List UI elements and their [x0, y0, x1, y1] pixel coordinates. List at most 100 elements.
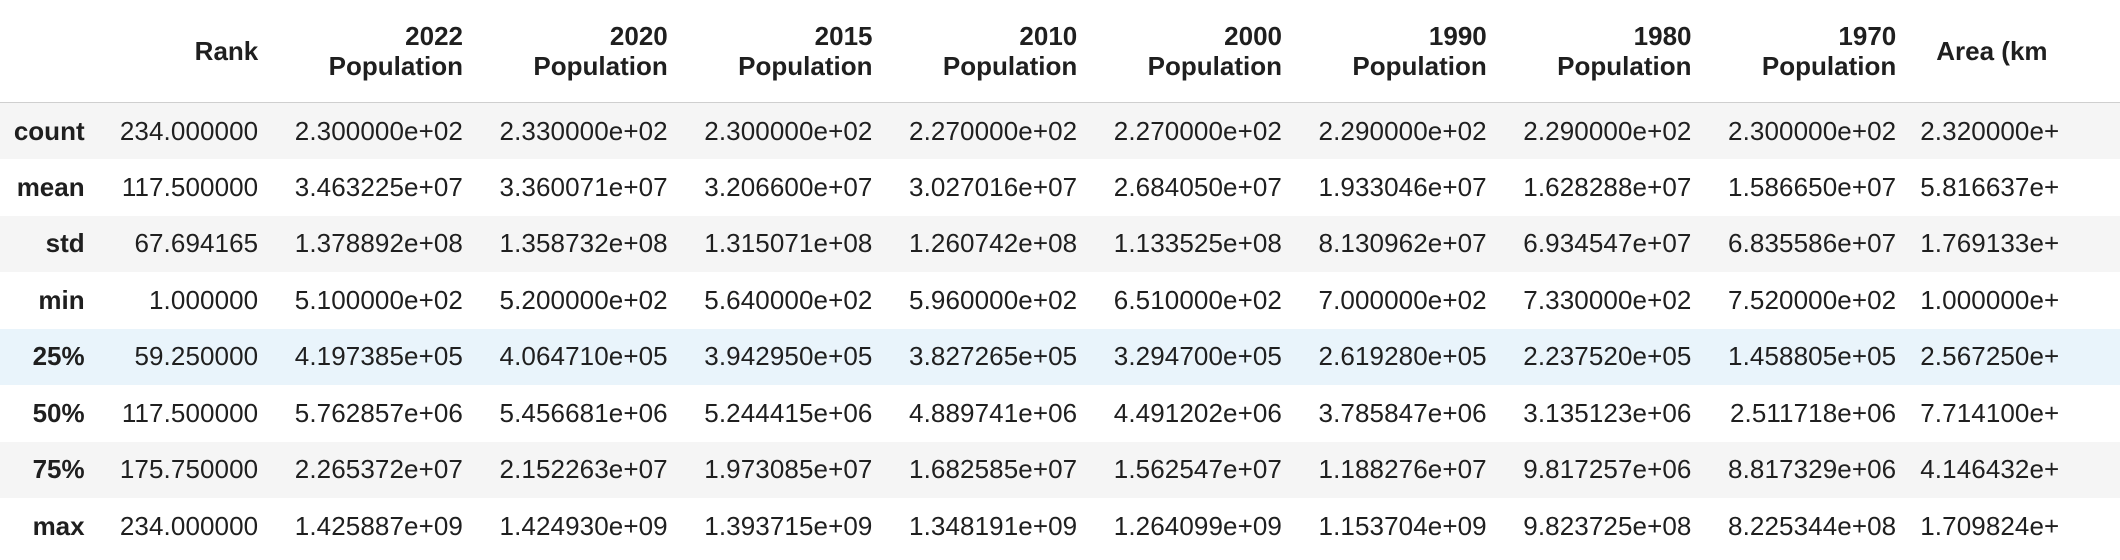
column-header-2010-population: 2010 Population: [884, 0, 1090, 103]
table-cell: 234.000000: [119, 510, 259, 541]
table-row: std 67.694165 1.378892e+08 1.358732e+08 1.31…: [0, 215, 2120, 272]
header-line: Population: [1557, 51, 1692, 81]
table-cell: 3.206600e+07: [704, 171, 873, 202]
table-row: 75% 175.750000 2.265372e+07 2.152263e+07 1.9…: [0, 441, 2120, 498]
column-header-2022-population: 2022 Population: [270, 0, 475, 103]
table-cell: 4.064710e+05: [499, 341, 668, 372]
table-row: max 234.000000 1.425887e+09 1.424930e+09 1.3…: [0, 498, 2120, 555]
table-cell: 2.567250e+: [1920, 341, 2060, 372]
table-cell: 4.146432e+: [1920, 454, 2060, 485]
table-cell: 5.960000e+02: [909, 284, 1078, 315]
table-cell: 1.628288e+07: [1523, 171, 1692, 202]
table-cell: 2.330000e+02: [499, 115, 668, 146]
row-label: 25%: [32, 341, 85, 372]
column-header-1980-population: 1980 Population: [1498, 0, 1704, 103]
table-cell: 2.511718e+06: [1729, 397, 1897, 428]
column-header-2020-population: 2020 Population: [475, 0, 680, 103]
row-label: std: [45, 228, 85, 259]
table-cell: 2.320000e+: [1920, 115, 2060, 146]
table-cell: 2.290000e+02: [1523, 115, 1692, 146]
table-cell: 7.000000e+02: [1318, 284, 1487, 315]
table-cell: 8.225344e+08: [1728, 510, 1897, 541]
header-line: 2015: [814, 21, 873, 51]
table-cell: 2.684050e+07: [1113, 171, 1282, 202]
table-cell: 4.197385e+05: [294, 341, 463, 372]
table-row: 50% 117.500000 5.762857e+06 5.456681e+06 5.2…: [0, 385, 2120, 442]
header-line: 1970: [1838, 21, 1897, 51]
table-cell: 2.290000e+02: [1318, 115, 1487, 146]
table-row: 25% 59.250000 4.197385e+05 4.064710e+05 3.94…: [0, 328, 2120, 385]
header-line: 2022: [405, 21, 463, 51]
table-cell: 6.934547e+07: [1523, 228, 1692, 259]
table-cell: 117.500000: [121, 171, 259, 202]
index-header: [0, 0, 95, 103]
table-cell: 1.264099e+09: [1113, 510, 1282, 541]
table-cell: 2.300000e+02: [704, 115, 873, 146]
table-cell: 2.270000e+02: [1113, 115, 1282, 146]
header-line: 2020: [609, 21, 668, 51]
table-cell: 3.360071e+07: [499, 171, 668, 202]
table-cell: 4.889741e+06: [909, 397, 1078, 428]
table-cell: 6.835586e+07: [1728, 228, 1897, 259]
table-cell: 5.762857e+06: [294, 397, 463, 428]
table-cell: 5.244415e+06: [704, 397, 873, 428]
table-cell: 5.456681e+06: [499, 397, 668, 428]
header-line: Population: [942, 51, 1078, 81]
table-cell: 1.378892e+08: [294, 228, 463, 259]
table-cell: 1.562547e+07: [1113, 454, 1282, 485]
table-cell: 1.000000e+: [1920, 284, 2060, 315]
table-cell: 1.458805e+05: [1728, 341, 1897, 372]
header-row: Rank 2022 Population 2020 Population 201…: [0, 0, 2120, 103]
table-body: count 234.000000 2.300000e+02 2.330000e+02 2…: [0, 102, 2120, 555]
table-cell: 1.425887e+09: [294, 510, 463, 541]
header-line: Rank: [194, 36, 259, 66]
table-cell: 4.491202e+06: [1113, 397, 1282, 428]
table-cell: 1.933046e+07: [1318, 171, 1487, 202]
table-cell: 5.100000e+02: [294, 284, 463, 315]
table-row: min 1.000000 5.100000e+02 5.200000e+02 5.640…: [0, 272, 2120, 329]
column-header-1970-population: 1970 Population: [1703, 0, 1909, 103]
table-cell: 234.000000: [119, 115, 259, 146]
table-cell: 1.682585e+07: [909, 454, 1078, 485]
row-label: min: [38, 284, 85, 315]
table-cell: 1.153704e+09: [1318, 510, 1487, 541]
table-cell: 6.510000e+02: [1113, 284, 1282, 315]
table-cell: 2.237520e+05: [1523, 341, 1692, 372]
table-cell: 5.816637e+: [1920, 171, 2060, 202]
header-line: Population: [1761, 51, 1897, 81]
header-line: Population: [1147, 51, 1282, 81]
table-cell: 7.714100e+: [1920, 397, 2060, 428]
table-cell: 67.694165: [134, 228, 259, 259]
header-line: Population: [328, 51, 463, 81]
table-cell: 5.640000e+02: [704, 284, 873, 315]
table-cell: 1.000000: [149, 284, 259, 315]
header-line: Population: [738, 51, 873, 81]
table-cell: 1.424930e+09: [499, 510, 668, 541]
table-cell: 1.260742e+08: [909, 228, 1078, 259]
table-cell: 3.135123e+06: [1523, 397, 1692, 428]
table-cell: 117.500000: [121, 397, 259, 428]
table-cell: 1.973085e+07: [704, 454, 873, 485]
table-cell: 2.270000e+02: [909, 115, 1078, 146]
table-cell: 2.265372e+07: [294, 454, 463, 485]
header-line: Area (km: [1936, 36, 2048, 66]
table-cell: 2.619280e+05: [1318, 341, 1487, 372]
table-cell: 2.300000e+02: [294, 115, 463, 146]
table-cell: 8.130962e+07: [1318, 228, 1487, 259]
table-cell: 1.188276e+07: [1318, 454, 1487, 485]
table-cell: 2.300000e+02: [1728, 115, 1897, 146]
row-label: 75%: [32, 454, 85, 485]
table-cell: 7.330000e+02: [1523, 284, 1692, 315]
table-cell: 3.942950e+05: [704, 341, 873, 372]
table-row: mean 117.500000 3.463225e+07 3.360071e+07 3.…: [0, 159, 2120, 216]
table-cell: 1.315071e+08: [704, 228, 873, 259]
table-cell: 1.709824e+: [1920, 510, 2060, 541]
column-header-1990-population: 1990 Population: [1294, 0, 1499, 103]
column-header-2015-population: 2015 Population: [679, 0, 885, 103]
header-line: Population: [533, 51, 668, 81]
header-line: Population: [1352, 51, 1487, 81]
row-label: mean: [16, 171, 85, 202]
table-cell: 59.250000: [134, 341, 259, 372]
table-cell: 1.769133e+: [1920, 228, 2060, 259]
